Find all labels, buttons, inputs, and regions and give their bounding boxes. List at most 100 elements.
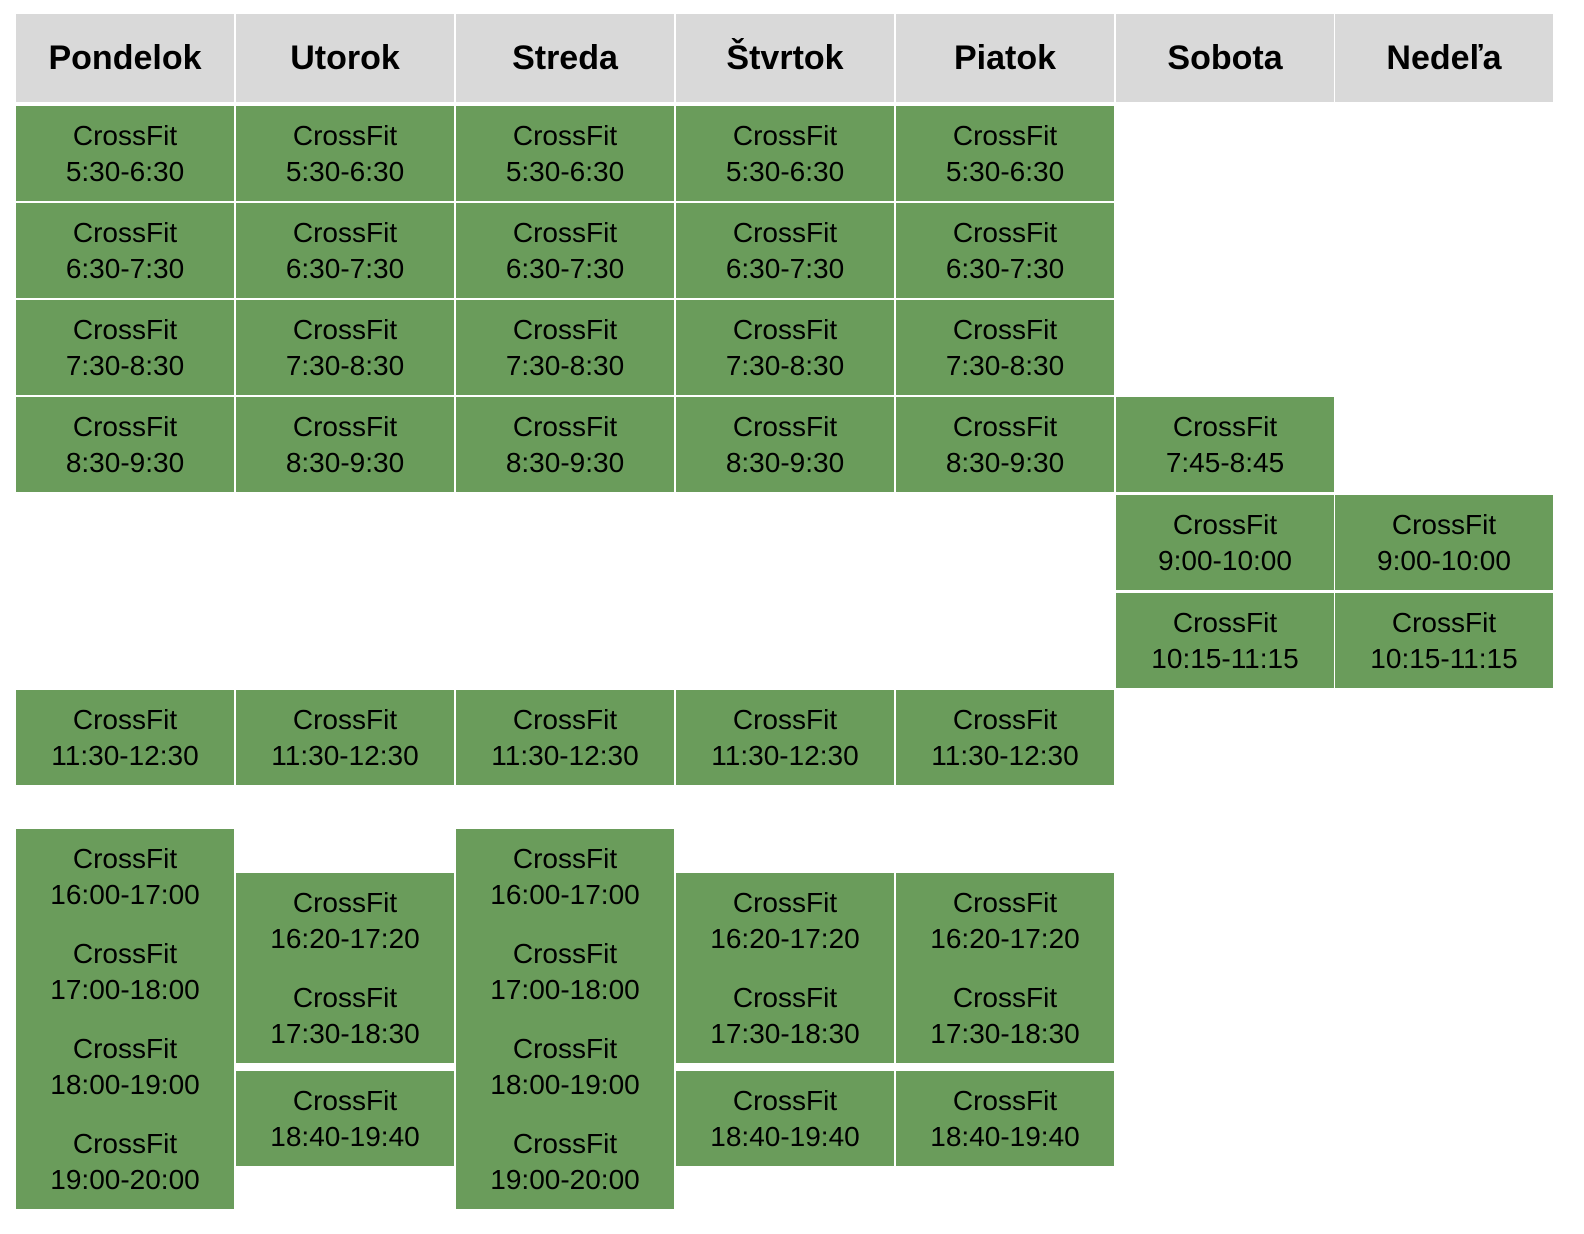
class-name: CrossFit: [72, 1127, 178, 1159]
class-time: 11:30-12:30: [51, 739, 199, 771]
class-slot: CrossFit 8:30-9:30: [896, 397, 1114, 492]
class-time: 6:30-7:30: [285, 252, 405, 284]
class-slot: CrossFit 11:30-12:30: [16, 690, 234, 785]
class-name: CrossFit: [72, 937, 178, 969]
day-header: Štvrtok: [676, 14, 894, 102]
class-time: 16:20-17:20: [270, 922, 420, 954]
class-slot: CrossFit 5:30-6:30: [896, 106, 1114, 201]
class-name: CrossFit: [512, 937, 618, 969]
class-slot: CrossFit 17:00-18:00: [456, 924, 674, 1019]
class-time: 19:00-20:00: [490, 1163, 640, 1195]
class-name: CrossFit: [512, 410, 618, 442]
class-name: CrossFit: [732, 313, 838, 345]
class-name: CrossFit: [512, 842, 618, 874]
class-slot: CrossFit 18:40-19:40: [236, 1071, 454, 1166]
class-name: CrossFit: [292, 216, 398, 248]
class-name: CrossFit: [72, 216, 178, 248]
class-time: 16:00-17:00: [490, 878, 640, 910]
day-header: Utorok: [236, 14, 454, 102]
class-slot: CrossFit 9:00-10:00: [1335, 495, 1553, 590]
class-name: CrossFit: [512, 703, 618, 735]
class-time: 11:30-12:30: [271, 739, 419, 771]
class-slot: CrossFit 17:00-18:00: [16, 924, 234, 1019]
class-slot: CrossFit 18:40-19:40: [896, 1071, 1114, 1166]
class-time: 18:40-19:40: [710, 1120, 860, 1152]
class-slot: CrossFit 17:30-18:30: [236, 968, 454, 1063]
class-time: 6:30-7:30: [725, 252, 845, 284]
class-slot: CrossFit 5:30-6:30: [676, 106, 894, 201]
class-time: 10:15-11:15: [1370, 642, 1518, 674]
class-name: CrossFit: [1172, 410, 1278, 442]
day-header: Streda: [456, 14, 674, 102]
class-time: 8:30-9:30: [725, 446, 845, 478]
class-slot: CrossFit 16:20-17:20: [236, 873, 454, 968]
class-time: 5:30-6:30: [65, 155, 185, 187]
class-time: 5:30-6:30: [505, 155, 625, 187]
class-name: CrossFit: [292, 313, 398, 345]
class-time: 17:00-18:00: [490, 973, 640, 1005]
class-slot: CrossFit 16:00-17:00: [16, 829, 234, 924]
class-name: CrossFit: [512, 119, 618, 151]
class-slot: CrossFit 8:30-9:30: [236, 397, 454, 492]
day-header: Nedeľa: [1335, 14, 1553, 102]
class-slot: CrossFit 17:30-18:30: [676, 968, 894, 1063]
class-name: CrossFit: [952, 313, 1058, 345]
class-slot: CrossFit 7:30-8:30: [676, 300, 894, 395]
class-slot: CrossFit 10:15-11:15: [1335, 593, 1553, 688]
class-name: CrossFit: [952, 703, 1058, 735]
class-name: CrossFit: [952, 886, 1058, 918]
class-slot: CrossFit 8:30-9:30: [676, 397, 894, 492]
class-name: CrossFit: [292, 703, 398, 735]
class-slot: CrossFit 6:30-7:30: [896, 203, 1114, 298]
class-slot: CrossFit 5:30-6:30: [236, 106, 454, 201]
class-slot: CrossFit 9:00-10:00: [1116, 495, 1334, 590]
class-name: CrossFit: [732, 216, 838, 248]
class-time: 18:00-19:00: [50, 1068, 200, 1100]
class-name: CrossFit: [512, 1032, 618, 1064]
class-name: CrossFit: [732, 410, 838, 442]
class-time: 5:30-6:30: [945, 155, 1065, 187]
class-name: CrossFit: [72, 1032, 178, 1064]
class-name: CrossFit: [732, 981, 838, 1013]
class-slot: CrossFit 11:30-12:30: [896, 690, 1114, 785]
class-slot: CrossFit 19:00-20:00: [456, 1114, 674, 1209]
class-time: 7:30-8:30: [945, 349, 1065, 381]
class-time: 6:30-7:30: [945, 252, 1065, 284]
class-name: CrossFit: [72, 313, 178, 345]
class-time: 18:00-19:00: [490, 1068, 640, 1100]
class-name: CrossFit: [292, 1084, 398, 1116]
class-name: CrossFit: [72, 842, 178, 874]
day-header: Pondelok: [16, 14, 234, 102]
class-time: 17:00-18:00: [50, 973, 200, 1005]
class-slot: CrossFit 5:30-6:30: [16, 106, 234, 201]
day-header: Piatok: [896, 14, 1114, 102]
class-name: CrossFit: [72, 703, 178, 735]
class-time: 7:30-8:30: [285, 349, 405, 381]
class-time: 8:30-9:30: [65, 446, 185, 478]
class-time: 11:30-12:30: [491, 739, 639, 771]
day-header: Sobota: [1116, 14, 1334, 102]
class-name: CrossFit: [292, 981, 398, 1013]
class-slot: CrossFit 8:30-9:30: [456, 397, 674, 492]
class-name: CrossFit: [72, 119, 178, 151]
class-name: CrossFit: [1172, 508, 1278, 540]
class-name: CrossFit: [732, 886, 838, 918]
class-slot: CrossFit 7:30-8:30: [236, 300, 454, 395]
class-time: 17:30-18:30: [710, 1017, 860, 1049]
class-slot: CrossFit 16:20-17:20: [896, 873, 1114, 968]
class-time: 8:30-9:30: [505, 446, 625, 478]
class-time: 11:30-12:30: [711, 739, 859, 771]
class-time: 8:30-9:30: [945, 446, 1065, 478]
class-slot: CrossFit 7:30-8:30: [16, 300, 234, 395]
class-time: 17:30-18:30: [270, 1017, 420, 1049]
class-name: CrossFit: [72, 410, 178, 442]
class-time: 18:40-19:40: [930, 1120, 1080, 1152]
class-slot: CrossFit 18:40-19:40: [676, 1071, 894, 1166]
class-slot: CrossFit 8:30-9:30: [16, 397, 234, 492]
class-name: CrossFit: [732, 119, 838, 151]
class-name: CrossFit: [732, 1084, 838, 1116]
class-slot: CrossFit 18:00-19:00: [16, 1019, 234, 1114]
class-slot: CrossFit 11:30-12:30: [676, 690, 894, 785]
class-slot: CrossFit 7:45-8:45: [1116, 397, 1334, 492]
class-name: CrossFit: [952, 410, 1058, 442]
